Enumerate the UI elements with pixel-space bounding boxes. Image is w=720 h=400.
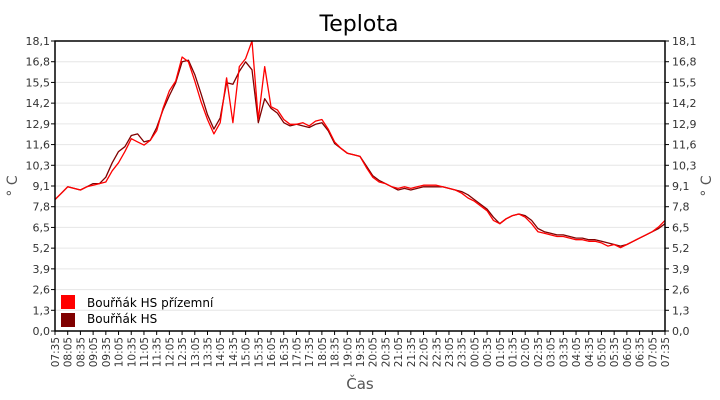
- y-tick-label-right: 18,1: [672, 35, 697, 48]
- y-tick-label-left: 2,6: [33, 284, 51, 297]
- x-tick-label: 16:05: [266, 337, 278, 367]
- x-tick-label: 10:05: [114, 337, 126, 367]
- x-tick-label: 22:35: [431, 337, 443, 367]
- y-tick-label-left: 6,5: [33, 221, 51, 234]
- x-tick-label: 06:05: [622, 337, 634, 367]
- y-tick-label-right: 2,6: [672, 284, 690, 297]
- x-tick-label: 11:05: [139, 337, 151, 367]
- x-axis-label: Čas: [346, 374, 374, 393]
- x-tick-label: 04:05: [571, 337, 583, 367]
- y-axis-ticks: 0,0 0,0 1,3 1,3 2,6 2,6 3,9 3,9 5,2 5,2 6,5 6,5 7,8 7…: [26, 35, 697, 338]
- x-tick-label: 08:05: [63, 337, 75, 367]
- legend-swatch: [61, 313, 75, 327]
- y-tick-label-left: 7,8: [33, 201, 51, 214]
- y-tick-label-right: 6,5: [672, 221, 690, 234]
- y-tick-label-left: 1,3: [33, 304, 51, 317]
- x-tick-label: 02:35: [533, 337, 545, 367]
- x-tick-label: 14:35: [228, 337, 240, 367]
- series-line-0: [54, 40, 666, 249]
- y-tick-label-right: 15,5: [672, 76, 697, 89]
- y-axis-label-left: ° C: [5, 175, 21, 196]
- y-tick-label-right: 16,8: [672, 56, 697, 69]
- y-tick-label-left: 18,1: [26, 35, 51, 48]
- x-tick-label: 12:05: [164, 337, 176, 367]
- x-tick-label: 13:05: [190, 337, 202, 367]
- x-tick-label: 09:05: [88, 337, 100, 367]
- x-tick-label: 07:05: [647, 337, 659, 367]
- x-tick-label: 18:05: [317, 337, 329, 367]
- series-lines: [54, 40, 666, 249]
- y-tick-label-left: 15,5: [26, 76, 51, 89]
- x-tick-label: 07:35: [50, 337, 62, 367]
- x-tick-label: 13:35: [203, 337, 215, 367]
- x-tick-label: 01:05: [495, 337, 507, 367]
- legend-item: Bouřňák HS přízemní: [61, 295, 214, 310]
- y-tick-label-right: 7,8: [672, 201, 690, 214]
- x-tick-label: 20:05: [368, 337, 380, 367]
- y-tick-label-left: 16,8: [26, 56, 51, 69]
- x-tick-label: 23:35: [457, 337, 469, 367]
- y-tick-label-left: 10,3: [26, 159, 51, 172]
- legend-item: Bouřňák HS: [61, 312, 157, 327]
- x-tick-label: 00:35: [482, 337, 494, 367]
- x-tick-label: 17:35: [304, 337, 316, 367]
- y-tick-label-left: 14,2: [26, 97, 51, 110]
- legend-swatch: [61, 295, 75, 309]
- y-tick-label-right: 14,2: [672, 97, 697, 110]
- x-tick-label: 18:35: [330, 337, 342, 367]
- x-tick-label: 03:05: [546, 337, 558, 367]
- chart-title: Teplota: [319, 12, 399, 37]
- y-tick-label-right: 1,3: [672, 304, 690, 317]
- legend-label: Bouřňák HS přízemní: [87, 296, 214, 310]
- y-tick-label-right: 0,0: [672, 325, 690, 338]
- x-tick-label: 21:35: [406, 337, 418, 367]
- x-tick-label: 05:35: [609, 337, 621, 367]
- x-tick-label: 07:35: [660, 337, 672, 367]
- x-tick-label: 20:35: [380, 337, 392, 367]
- gridlines: [55, 61, 665, 311]
- x-axis-ticks: 07:35 08:05 08:35 09:05 09:35 10:05 10:35 11:05…: [50, 331, 672, 367]
- plot-frame: [54, 40, 666, 332]
- x-tick-label: 23:05: [444, 337, 456, 367]
- x-tick-label: 10:35: [126, 337, 138, 367]
- x-tick-label: 11:35: [152, 337, 164, 367]
- y-tick-label-right: 5,2: [672, 242, 690, 255]
- x-tick-label: 21:05: [393, 337, 405, 367]
- y-tick-label-left: 12,9: [26, 118, 51, 131]
- x-tick-label: 03:35: [558, 337, 570, 367]
- y-tick-label-left: 0,0: [33, 325, 51, 338]
- x-tick-label: 06:35: [635, 337, 647, 367]
- x-tick-label: 19:35: [355, 337, 367, 367]
- y-tick-label-left: 3,9: [33, 263, 51, 276]
- y-tick-label-left: 5,2: [33, 242, 51, 255]
- x-tick-label: 02:05: [520, 337, 532, 367]
- legend-label: Bouřňák HS: [87, 312, 157, 326]
- y-tick-label-right: 9,1: [672, 180, 690, 193]
- x-tick-label: 19:05: [342, 337, 354, 367]
- x-tick-label: 14:05: [215, 337, 227, 367]
- x-tick-label: 22:05: [419, 337, 431, 367]
- x-tick-label: 09:35: [101, 337, 113, 367]
- x-tick-label: 00:05: [469, 337, 481, 367]
- series-line-1: [54, 59, 666, 247]
- y-tick-label-right: 12,9: [672, 118, 697, 131]
- legend: Bouřňák HS přízemní Bouřňák HS: [61, 295, 214, 327]
- y-tick-label-left: 9,1: [33, 180, 51, 193]
- x-tick-label: 15:35: [253, 337, 265, 367]
- x-tick-label: 12:35: [177, 337, 189, 367]
- y-tick-label-right: 3,9: [672, 263, 690, 276]
- y-tick-label-right: 11,6: [672, 139, 697, 152]
- x-tick-label: 15:05: [241, 337, 253, 367]
- x-tick-label: 16:35: [279, 337, 291, 367]
- x-tick-label: 17:05: [291, 337, 303, 367]
- y-axis-label-right: ° C: [699, 175, 715, 196]
- x-tick-label: 08:35: [75, 337, 87, 367]
- y-tick-label-left: 11,6: [26, 139, 51, 152]
- x-tick-label: 05:05: [596, 337, 608, 367]
- x-tick-label: 01:35: [508, 337, 520, 367]
- x-tick-label: 04:35: [584, 337, 596, 367]
- y-tick-label-right: 10,3: [672, 159, 697, 172]
